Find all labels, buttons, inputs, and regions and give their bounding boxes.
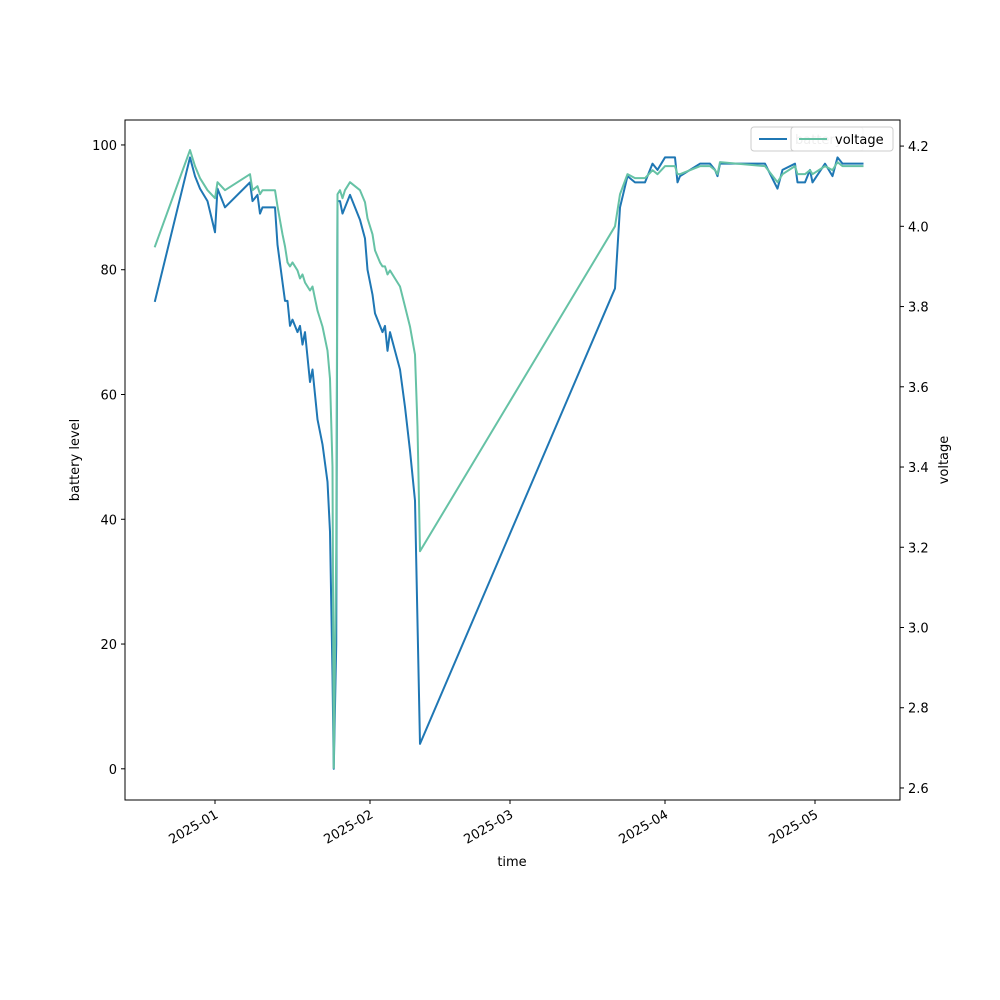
y2-tick-label: 3.2 [908, 541, 929, 556]
series-line-battery [153, 156, 864, 770]
y-tick-label: 20 [100, 638, 117, 653]
y-tick-label: 80 [100, 264, 117, 279]
legend-voltage: voltage [790, 126, 894, 152]
y2-tick-label: 3.6 [908, 381, 929, 396]
y2-tick-label: 3.4 [908, 461, 929, 476]
plot-frame [124, 119, 901, 801]
y-axis-label: battery level [68, 419, 83, 502]
y2-tick-label: 2.6 [908, 782, 929, 797]
y-tick-label: 0 [109, 763, 117, 778]
y-axis-left: 0 20 40 60 80 100 [92, 139, 125, 778]
y-tick-label: 60 [100, 388, 117, 403]
legend-box [790, 126, 894, 152]
y2-tick-label: 4.2 [908, 140, 929, 155]
y2-tick-label: 2.8 [908, 702, 929, 717]
y2-tick-label: 3.8 [908, 301, 929, 316]
y-axis-right: 2.6 2.8 3.0 3.2 3.4 3.6 3.8 4.0 4.2 [900, 140, 929, 797]
legend-label: voltage [835, 133, 884, 148]
series-layer [153, 149, 864, 770]
y-tick-label: 100 [92, 139, 117, 154]
series-line-voltage [153, 149, 864, 769]
y-tick-label: 40 [100, 513, 117, 528]
y2-tick-label: 3.0 [908, 621, 929, 636]
x-axis-label: time [497, 855, 526, 870]
y2-axis-label: voltage [937, 436, 952, 485]
y2-tick-label: 4.0 [908, 220, 929, 235]
